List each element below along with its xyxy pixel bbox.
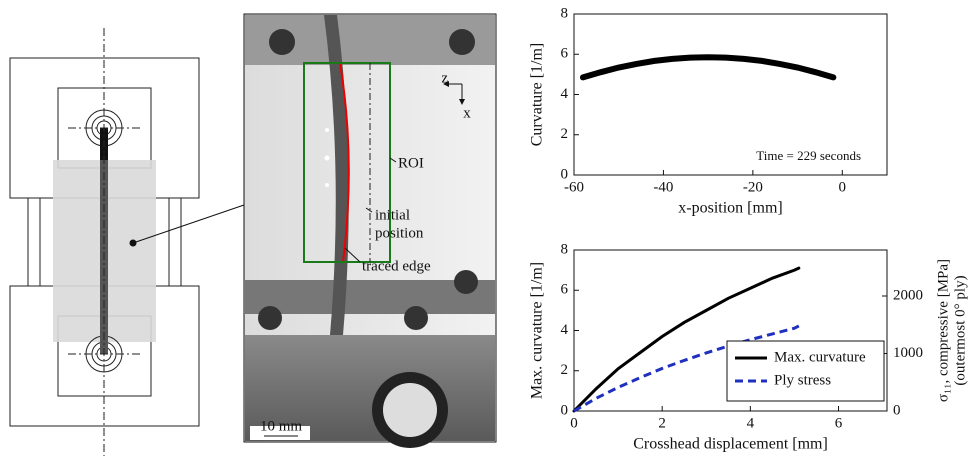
initial-label: position xyxy=(375,225,424,241)
y-tick-label: 4 xyxy=(561,322,569,338)
y-axis-label: Curvature [1/m] xyxy=(529,43,546,147)
marker xyxy=(324,155,330,161)
photo: z x ROI initial position traced edge 10 … xyxy=(243,13,497,448)
y-tick-label: 2 xyxy=(561,362,569,378)
leader xyxy=(389,157,397,163)
legend-label: Max. curvature xyxy=(774,349,866,365)
bolt xyxy=(454,270,478,294)
x-tick-label: -60 xyxy=(564,179,584,195)
fixture-base xyxy=(245,335,495,441)
y-tick-label: 8 xyxy=(561,241,569,257)
y-tick-label: 2 xyxy=(561,126,569,142)
scale-label: 10 mm xyxy=(260,418,302,434)
bolt xyxy=(269,29,295,55)
y2-tick-label: 2000 xyxy=(893,287,923,303)
series-line xyxy=(579,54,837,81)
annotation: Time = 229 seconds xyxy=(756,148,861,163)
roi-box xyxy=(303,62,391,263)
specimen xyxy=(324,15,349,335)
y-tick-label: 4 xyxy=(561,86,569,102)
initial-label: initial xyxy=(375,207,410,223)
pointer-line xyxy=(132,204,245,244)
traced-label: traced edge xyxy=(362,258,431,274)
y-tick-label: 6 xyxy=(561,46,569,62)
arrow-head xyxy=(443,81,449,87)
marker xyxy=(325,128,329,132)
side-rail xyxy=(27,197,41,287)
x-tick-label: 0 xyxy=(839,179,847,195)
x-tick-label: 4 xyxy=(747,415,755,431)
bearing-face xyxy=(383,383,437,437)
roi-label: ROI xyxy=(398,155,424,171)
y-axis-label: Max. curvature [1/m] xyxy=(529,262,546,399)
x-tick-label: -40 xyxy=(653,179,673,195)
y-tick-label: 6 xyxy=(561,282,569,298)
marker xyxy=(325,183,329,187)
x-tick-label: -20 xyxy=(743,179,763,195)
y2-tick-label: 0 xyxy=(893,402,901,418)
lower-clamp xyxy=(245,280,495,314)
y-tick-label: 0 xyxy=(561,402,569,418)
y-tick-label: 0 xyxy=(561,166,569,182)
series-line xyxy=(572,266,801,413)
bolt xyxy=(258,306,282,330)
leader xyxy=(344,247,361,263)
series-line xyxy=(573,324,800,413)
side-rail xyxy=(168,197,182,287)
x-axis-label: x-position [mm] xyxy=(678,200,782,217)
y2-axis-label: (outermost 0° ply) xyxy=(952,275,968,385)
bolt xyxy=(404,306,428,330)
traced-edge xyxy=(339,62,350,263)
x-tick-label: 0 xyxy=(570,415,578,431)
leader xyxy=(365,207,373,213)
axis-label: z xyxy=(441,70,448,86)
bolt xyxy=(449,29,475,55)
legend-box xyxy=(726,340,885,402)
arrow-head xyxy=(459,99,465,105)
x-tick-label: 2 xyxy=(658,415,666,431)
axis-label: x xyxy=(463,105,471,121)
schematic xyxy=(9,28,245,456)
x-tick-label: 6 xyxy=(835,415,843,431)
y2-tick-label: 1000 xyxy=(893,345,923,361)
x-axis-label: Crosshead displacement [mm] xyxy=(633,436,828,453)
y-tick-label: 8 xyxy=(561,5,569,21)
legend-label: Ply stress xyxy=(774,372,831,388)
y2-axis-label: σ₁₁, compressive [MPa] xyxy=(935,259,951,402)
